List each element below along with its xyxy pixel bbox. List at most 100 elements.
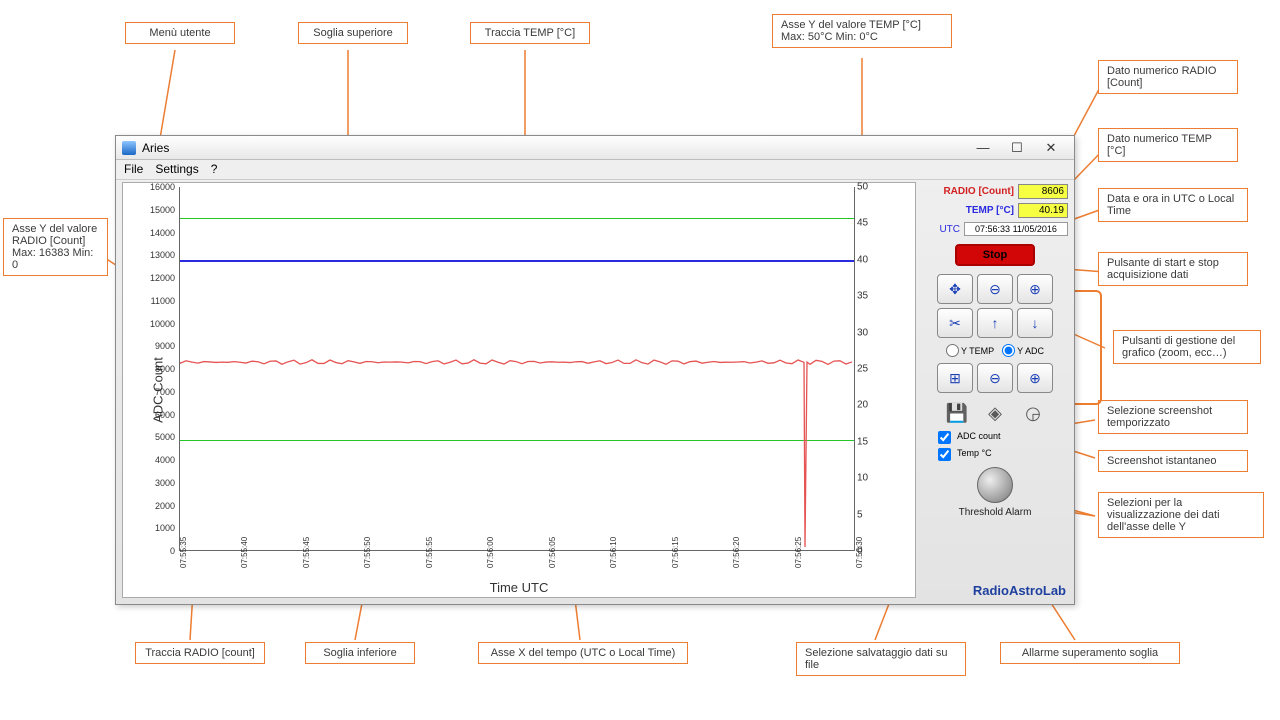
ytick-left: 6000 [141, 410, 175, 420]
app-icon [122, 141, 136, 155]
callout-dato-temp: Dato numerico TEMP [°C] [1098, 128, 1238, 162]
ytick-left: 4000 [141, 455, 175, 465]
ytick-right: 20 [857, 400, 873, 411]
ytick-right: 35 [857, 291, 873, 302]
ytick-left: 15000 [141, 205, 175, 215]
ytick-left: 1000 [141, 523, 175, 533]
brand-label: RadioAstroLab [922, 583, 1068, 598]
callout-dato-radio: Dato numerico RADIO [Count] [1098, 60, 1238, 94]
xtick: 07:55:45 [302, 537, 311, 568]
check-adc[interactable]: ADC count [938, 431, 1068, 444]
chart-area: ADC Count Internal Temperature [°C] Time… [122, 182, 916, 598]
ytick-left: 3000 [141, 478, 175, 488]
callout-traccia-radio: Traccia RADIO [count] [135, 642, 265, 664]
ytick-right: 45 [857, 218, 873, 229]
xtick: 07:56:25 [794, 537, 803, 568]
callout-screenshot-ist: Screenshot istantaneo [1098, 450, 1248, 472]
ytick-left: 10000 [141, 319, 175, 329]
ytick-left: 12000 [141, 273, 175, 283]
zoom-out-y-icon[interactable]: ⊖ [977, 274, 1013, 304]
xtick: 07:55:40 [240, 537, 249, 568]
arrow-up-icon[interactable]: ↑ [977, 308, 1013, 338]
fit-icon[interactable]: ⊞ [937, 363, 973, 393]
ytick-left: 11000 [141, 296, 175, 306]
xtick: 07:56:20 [732, 537, 741, 568]
radio-yadc[interactable]: Y ADC [1002, 344, 1044, 357]
radio-value: 8606 [1018, 184, 1068, 199]
menubar: File Settings ? [116, 160, 1074, 180]
ytick-right: 50 [857, 182, 873, 193]
arrow-down-icon[interactable]: ↓ [1017, 308, 1053, 338]
callout-sel-y: Selezioni per la visualizzazione dei dat… [1098, 492, 1264, 538]
ytick-right: 15 [857, 436, 873, 447]
minimize-button[interactable]: — [966, 137, 1000, 159]
utc-value: 07:56:33 11/05/2016 [964, 222, 1068, 236]
callout-traccia-temp: Traccia TEMP [°C] [470, 22, 590, 44]
callout-gestione: Pulsanti di gestione del grafico (zoom, … [1113, 330, 1261, 364]
utc-label: UTC [939, 224, 960, 235]
maximize-button[interactable]: ☐ [1000, 137, 1034, 159]
ytick-left: 5000 [141, 432, 175, 442]
menu-help[interactable]: ? [211, 162, 218, 177]
menu-file[interactable]: File [124, 162, 143, 177]
zoom-in-y-icon[interactable]: ⊕ [1017, 274, 1053, 304]
radio-label: RADIO [Count] [943, 186, 1014, 197]
chart-tools: ✥ ⊖ ⊕ ✂ ↑ ↓ [922, 274, 1068, 338]
screenshot-instant-icon[interactable]: ◈ [979, 399, 1011, 427]
ytick-left: 14000 [141, 228, 175, 238]
xtick: 07:55:50 [363, 537, 372, 568]
xtick: 07:56:15 [671, 537, 680, 568]
xtick: 07:55:55 [425, 537, 434, 568]
ytick-left: 8000 [141, 364, 175, 374]
xtick: 07:55:35 [179, 537, 188, 568]
threshold-alarm-led [977, 467, 1013, 503]
callout-data-ora: Data e ora in UTC o Local Time [1098, 188, 1248, 222]
ytick-left: 7000 [141, 387, 175, 397]
ytick-right: 25 [857, 364, 873, 375]
callout-sel-file: Selezione salvataggio dati su file [796, 642, 966, 676]
ytick-right: 10 [857, 473, 873, 484]
zoom-out-x-icon[interactable]: ⊖ [977, 363, 1013, 393]
callout-allarme: Allarme superamento soglia [1000, 642, 1180, 664]
ytick-right: 40 [857, 254, 873, 265]
temp-value: 40.19 [1018, 203, 1068, 218]
callout-screenshot-tmr: Selezione screenshot temporizzato [1098, 400, 1248, 434]
xtick: 07:56:05 [548, 537, 557, 568]
screenshot-timer-icon[interactable]: ◶ [1017, 399, 1049, 427]
callout-start-stop: Pulsante di start e stop acquisizione da… [1098, 252, 1248, 286]
menu-settings[interactable]: Settings [155, 162, 198, 177]
callout-soglia-sup: Soglia superiore [298, 22, 408, 44]
temp-label: TEMP [°C] [966, 205, 1014, 216]
zoom-in-x-icon[interactable]: ⊕ [1017, 363, 1053, 393]
side-panel: RADIO [Count] 8606 TEMP [°C] 40.19 UTC 0… [922, 182, 1068, 598]
xtick: 07:56:30 [855, 537, 864, 568]
ytick-right: 5 [857, 509, 873, 520]
callout-soglia-inf: Soglia inferiore [305, 642, 415, 664]
titlebar[interactable]: Aries — ☐ ✕ [116, 136, 1074, 160]
ytick-left: 13000 [141, 250, 175, 260]
xtick: 07:56:00 [486, 537, 495, 568]
threshold-alarm-label: Threshold Alarm [922, 507, 1068, 518]
close-button[interactable]: ✕ [1034, 137, 1068, 159]
stop-button[interactable]: Stop [955, 244, 1035, 266]
window-title: Aries [142, 141, 169, 155]
radio-ytemp[interactable]: Y TEMP [946, 344, 994, 357]
ytick-left: 16000 [141, 182, 175, 192]
callout-asse-y-radio: Asse Y del valore RADIO [Count] Max: 163… [3, 218, 108, 276]
cut-icon[interactable]: ✂ [937, 308, 973, 338]
ytick-left: 2000 [141, 501, 175, 511]
ytick-right: 30 [857, 327, 873, 338]
app-window: Aries — ☐ ✕ File Settings ? ADC Count In… [115, 135, 1075, 605]
callout-asse-x: Asse X del tempo (UTC o Local Time) [478, 642, 688, 664]
save-disk-icon[interactable]: 💾 [941, 399, 973, 427]
trace-radio [180, 187, 856, 551]
callout-asse-y-temp: Asse Y del valore TEMP [°C] Max: 50°C Mi… [772, 14, 952, 48]
x-label: Time UTC [123, 580, 915, 595]
pan-icon[interactable]: ✥ [937, 274, 973, 304]
chart-plot[interactable] [179, 187, 855, 551]
callout-menu: Menù utente [125, 22, 235, 44]
ytick-left: 0 [141, 546, 175, 556]
check-temp[interactable]: Temp °C [938, 448, 1068, 461]
xtick: 07:56:10 [609, 537, 618, 568]
ytick-left: 9000 [141, 341, 175, 351]
